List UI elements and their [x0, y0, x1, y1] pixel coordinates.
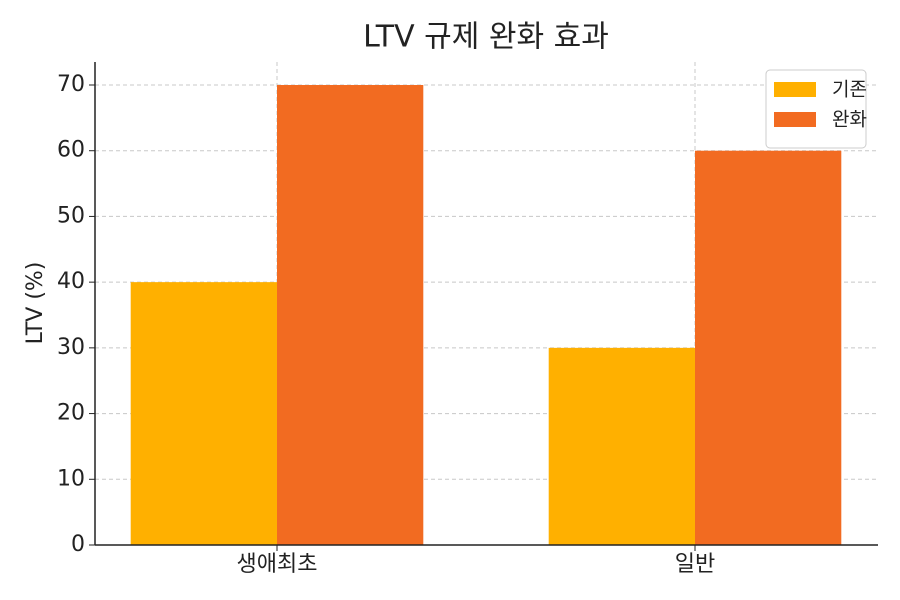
bar: [548, 347, 695, 545]
x-tick-label: 생애최초: [237, 552, 318, 577]
bar: [130, 282, 277, 545]
legend-swatch: [774, 82, 816, 97]
y-tick-label: 50: [57, 203, 85, 228]
x-tick-label: 일반: [675, 552, 715, 577]
bar: [695, 150, 842, 545]
bar: [277, 85, 424, 545]
y-tick-label: 10: [57, 466, 85, 491]
legend-label: 기존: [832, 79, 867, 101]
chart-title: LTV 규제 완화 효과: [363, 20, 609, 55]
y-tick-label: 40: [57, 269, 85, 294]
y-tick-label: 0: [71, 532, 85, 557]
legend-swatch: [774, 112, 816, 127]
y-tick-label: 30: [57, 335, 85, 360]
y-axis-label: LTV (%): [23, 262, 48, 345]
y-tick-label: 20: [57, 401, 85, 426]
legend-label: 완화: [832, 109, 867, 131]
y-tick-label: 60: [57, 138, 85, 163]
y-tick-label: 70: [57, 72, 85, 97]
